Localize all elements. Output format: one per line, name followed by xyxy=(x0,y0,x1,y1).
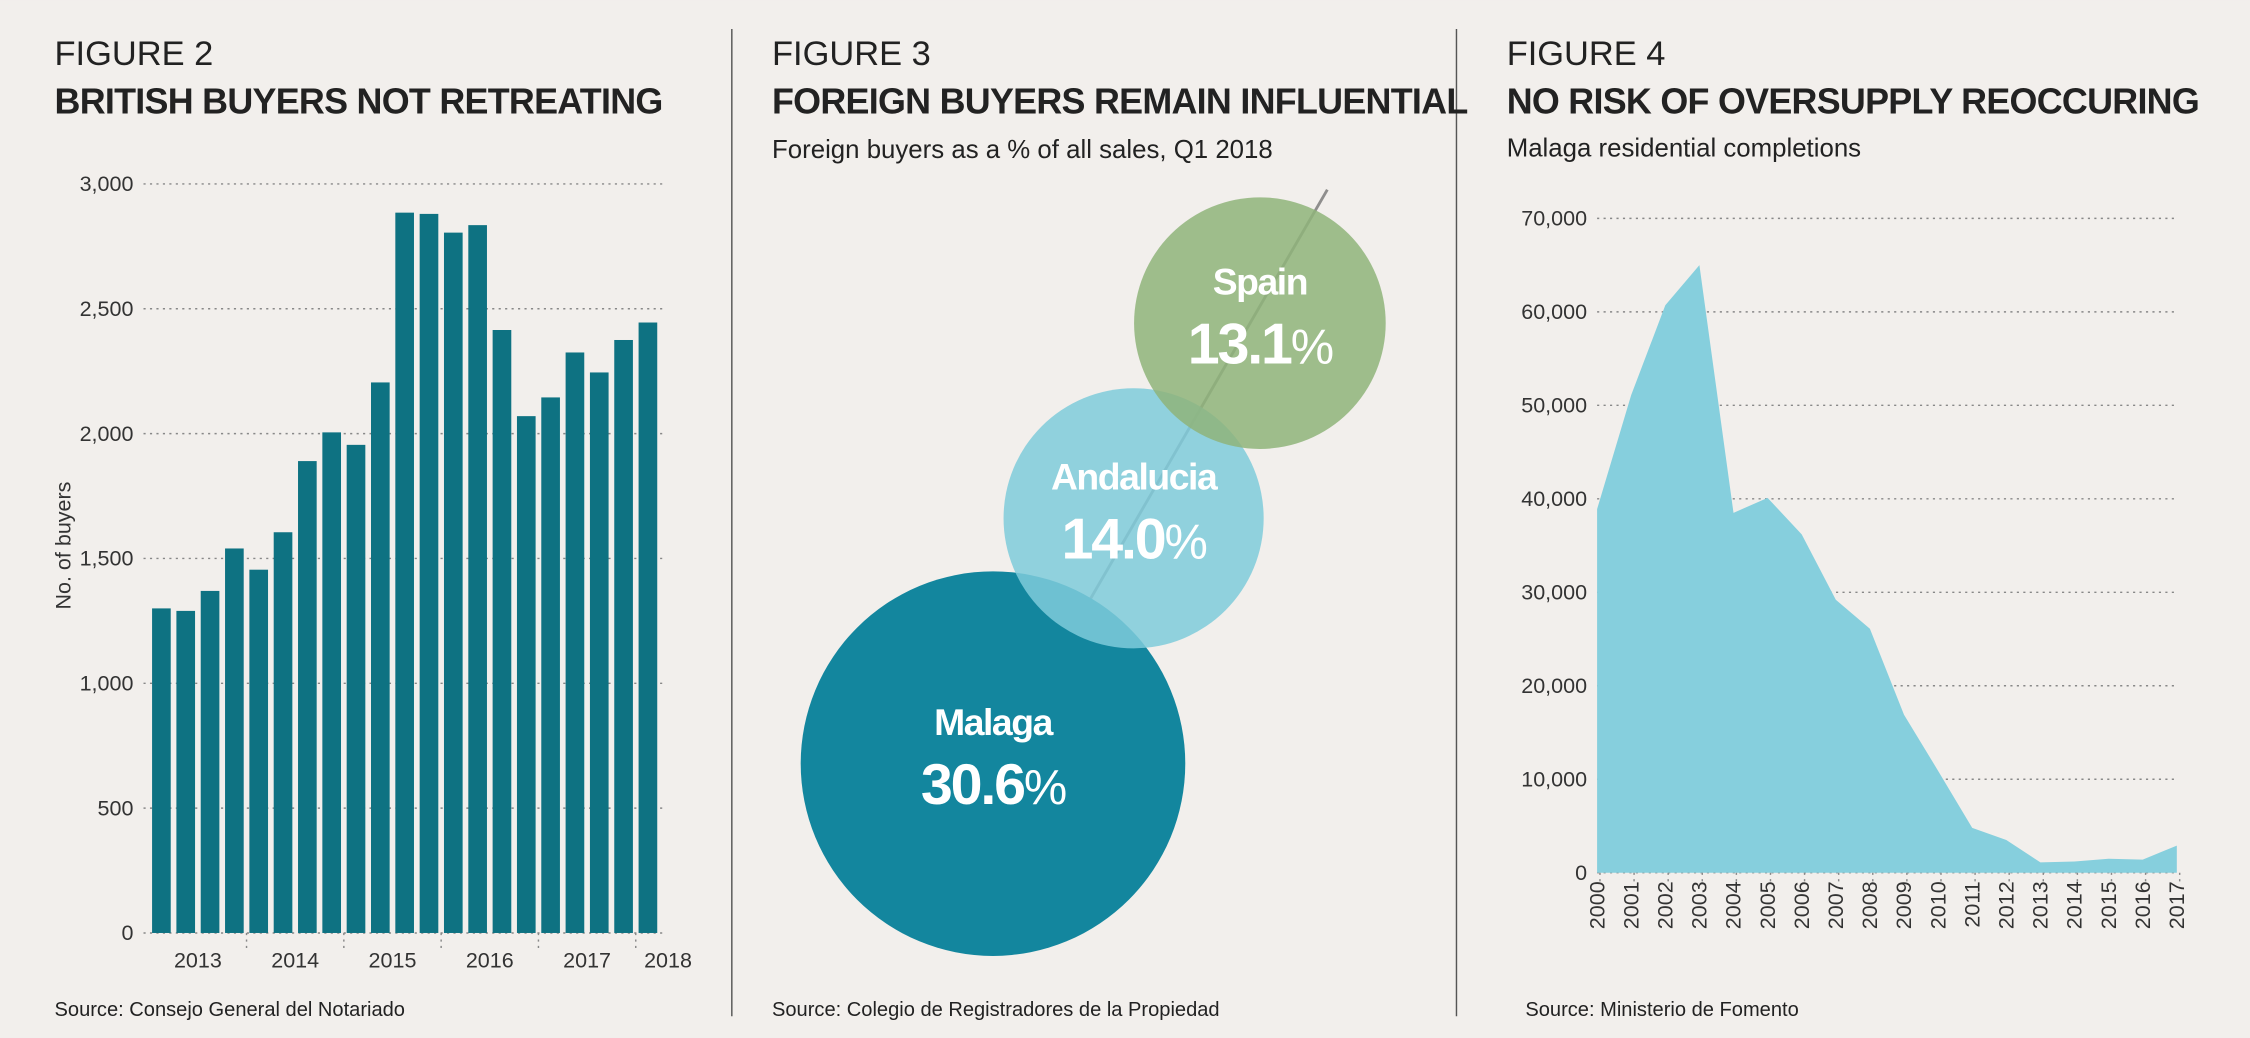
figure-label: FIGURE 4 xyxy=(1507,35,1666,73)
y-tick-label: 0 xyxy=(1575,861,1587,885)
x-tick-label: 2014 xyxy=(271,948,319,972)
bubble-name: Spain xyxy=(1213,260,1307,302)
area xyxy=(1597,265,2177,873)
figure-label: FIGURE 2 xyxy=(55,35,214,73)
y-tick-label: 60,000 xyxy=(1521,300,1587,324)
x-tick-label: 2007 xyxy=(1824,881,1848,929)
bubble xyxy=(1003,388,1264,649)
bar xyxy=(152,608,171,933)
x-tick-label: 2004 xyxy=(1722,881,1746,929)
x-tick-label: 2013 xyxy=(174,948,222,972)
subtitle: Malaga residential completions xyxy=(1507,135,1861,163)
bar xyxy=(541,397,560,933)
x-tick-label: 2016 xyxy=(466,948,514,972)
bar xyxy=(468,225,487,933)
x-tick-label: 2013 xyxy=(2029,881,2053,929)
source: Source: Colegio de Registradores de la P… xyxy=(772,999,1220,1021)
x-tick-label: 2000 xyxy=(1585,881,1609,929)
chart-title: FOREIGN BUYERS REMAIN INFLUENTIAL xyxy=(772,82,1468,122)
source: Source: Consejo General del Notariado xyxy=(55,999,405,1021)
y-tick-label: 20,000 xyxy=(1521,674,1587,698)
x-tick-label: 2016 xyxy=(2131,881,2155,929)
x-tick-label: 2005 xyxy=(1756,881,1780,929)
bar xyxy=(589,372,609,933)
bubble-name: Malaga xyxy=(934,701,1054,743)
y-tick-label: 1,500 xyxy=(80,547,134,571)
bar xyxy=(298,461,317,933)
figure-label: FIGURE 3 xyxy=(772,35,931,73)
x-tick-label: 2014 xyxy=(2063,881,2087,929)
y-tick-label: 40,000 xyxy=(1521,487,1587,511)
y-tick-label: 2,500 xyxy=(80,297,134,321)
bubble-value: 30.6% xyxy=(921,753,1066,817)
y-tick-label: 70,000 xyxy=(1521,207,1587,231)
bar xyxy=(565,352,585,933)
x-tick-label: 2006 xyxy=(1790,881,1814,929)
bar xyxy=(225,548,244,933)
bar xyxy=(614,339,633,933)
y-tick-label: 1,000 xyxy=(80,671,134,695)
x-tick-label: 2015 xyxy=(2097,881,2121,929)
bar xyxy=(176,610,196,933)
x-tick-label: 2002 xyxy=(1653,881,1677,929)
bar xyxy=(419,213,439,933)
bubble-value: 14.0% xyxy=(1061,507,1206,571)
x-tick-label: 2012 xyxy=(1994,881,2018,929)
chart-title: NO RISK OF OVERSUPPLY REOCCURING xyxy=(1507,82,2199,122)
y-tick-label: 0 xyxy=(121,921,133,945)
bar xyxy=(249,569,269,933)
bar xyxy=(395,212,414,933)
x-tick-label: 2018 xyxy=(644,948,692,972)
bar xyxy=(443,232,463,933)
bubble-name: Andalucia xyxy=(1051,456,1218,498)
bubble-value: 13.1% xyxy=(1188,312,1333,376)
bar xyxy=(322,432,342,933)
bar xyxy=(273,532,293,933)
x-tick-label: 2003 xyxy=(1688,881,1712,929)
y-tick-label: 2,000 xyxy=(80,422,134,446)
y-tick-label: 3,000 xyxy=(80,172,134,196)
x-tick-label: 2017 xyxy=(563,948,611,972)
x-tick-label: 2017 xyxy=(2165,881,2189,929)
bubble xyxy=(800,571,1186,956)
x-tick-label: 2015 xyxy=(369,948,417,972)
source: Source: Ministerio de Fomento xyxy=(1525,999,1798,1021)
bar xyxy=(371,382,390,933)
x-tick-label: 2008 xyxy=(1858,881,1882,929)
bar xyxy=(516,416,536,933)
bar xyxy=(638,322,658,933)
bar xyxy=(346,444,366,933)
y-tick-label: 10,000 xyxy=(1521,767,1587,791)
x-tick-label: 2011 xyxy=(1960,881,1984,927)
y-tick-label: 500 xyxy=(98,796,134,820)
chart-title: BRITISH BUYERS NOT RETREATING xyxy=(55,82,663,122)
subtitle: Foreign buyers as a % of all sales, Q1 2… xyxy=(772,136,1273,164)
x-tick-label: 2010 xyxy=(1926,881,1950,929)
y-tick-label: 50,000 xyxy=(1521,394,1587,418)
bar xyxy=(492,330,512,933)
x-tick-label: 2001 xyxy=(1619,881,1643,929)
x-tick-label: 2009 xyxy=(1892,881,1916,929)
bubble xyxy=(1134,197,1386,449)
bar xyxy=(200,590,220,933)
y-tick-label: 30,000 xyxy=(1521,580,1587,604)
y-axis-label: No. of buyers xyxy=(51,482,75,610)
